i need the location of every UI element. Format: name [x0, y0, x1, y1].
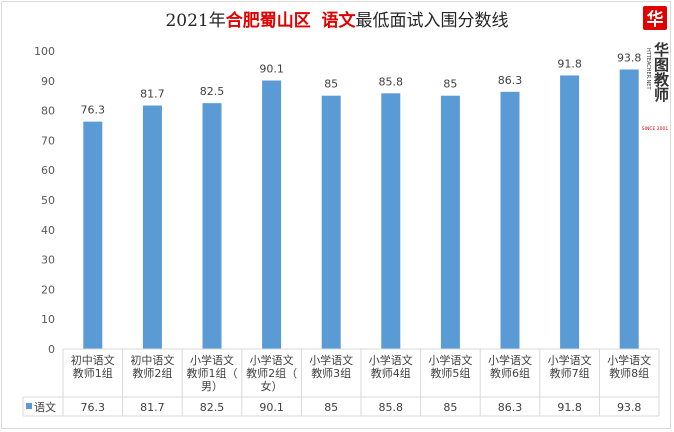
- logo-url-text: HTTEACHER.NET: [645, 48, 651, 90]
- chart-title: 2021年合肥蜀山区 语文最低面试入围分数线: [0, 6, 674, 31]
- title-suffix: 最低面试入围分数线: [355, 11, 509, 31]
- bar: [83, 121, 103, 349]
- table-value: 85: [443, 401, 457, 414]
- brand-logo: 华 华图教师 HTTEACHER.NET SINCE 2001: [642, 6, 670, 132]
- y-tick-label: 10: [41, 313, 55, 326]
- title-subject: 语文: [321, 11, 356, 31]
- data-label: 91.8: [557, 57, 582, 70]
- table-value: 90.1: [259, 401, 284, 414]
- bar: [619, 69, 639, 349]
- y-tick-label: 40: [41, 224, 55, 237]
- table-value: 76.3: [81, 401, 106, 414]
- data-label: 90.1: [259, 63, 284, 76]
- logo-since-text: SINCE 2001: [642, 126, 669, 132]
- logo-glyph: 华: [647, 9, 664, 30]
- bar: [500, 91, 520, 350]
- bar: [381, 93, 401, 349]
- title-region: 合肥蜀山区: [225, 11, 311, 31]
- x-category-label: 小学语文教师1组（男）: [187, 353, 238, 393]
- title-year: 2021年: [165, 11, 226, 31]
- data-label: 93.8: [617, 51, 642, 64]
- y-tick-label: 50: [41, 194, 55, 207]
- x-category-label: 初中语文教师2组: [130, 353, 174, 380]
- x-category-label: 小学语文教师2组（女）: [246, 353, 297, 393]
- bar: [560, 75, 580, 349]
- data-label: 76.3: [81, 104, 106, 117]
- bar: [321, 95, 341, 349]
- x-category-label: 小学语文教师8组: [607, 353, 651, 380]
- data-label: 81.7: [140, 88, 165, 101]
- table-value: 85: [324, 401, 338, 414]
- y-tick-label: 90: [41, 75, 55, 88]
- x-category-label: 小学语文教师6组: [488, 353, 532, 380]
- y-tick-label: 70: [41, 134, 55, 147]
- x-category-label: 小学语文教师4组: [369, 353, 413, 380]
- legend-series-name: 语文: [34, 400, 56, 414]
- x-category-label: 小学语文教师3组: [309, 353, 353, 380]
- table-value: 91.8: [557, 401, 582, 414]
- data-label: 85: [324, 78, 338, 91]
- logo-badge: [643, 6, 667, 30]
- table-value: 82.5: [200, 401, 225, 414]
- data-label: 85: [443, 78, 457, 91]
- table-value: 85.8: [379, 401, 404, 414]
- y-tick-label: 0: [48, 343, 55, 356]
- bar: [202, 103, 222, 350]
- table-value: 81.7: [140, 401, 165, 414]
- y-tick-label: 100: [34, 45, 55, 58]
- y-tick-label: 80: [41, 105, 55, 118]
- data-label: 86.3: [498, 74, 523, 87]
- y-tick-label: 30: [41, 254, 55, 267]
- y-tick-label: 20: [41, 283, 55, 296]
- x-category-label: 小学语文教师7组: [548, 353, 592, 380]
- bar: [440, 95, 460, 349]
- table-value: 86.3: [498, 401, 523, 414]
- y-tick-label: 60: [41, 164, 55, 177]
- x-category-label: 初中语文教师1组: [71, 353, 115, 380]
- x-category-label: 小学语文教师5组: [428, 353, 472, 380]
- bar: [262, 80, 282, 349]
- legend-swatch: [26, 403, 32, 409]
- table-value: 93.8: [617, 401, 642, 414]
- bar: [142, 105, 162, 349]
- logo-brand-text: 华图教师: [652, 41, 670, 103]
- data-label: 85.8: [379, 75, 404, 88]
- data-label: 82.5: [200, 85, 225, 98]
